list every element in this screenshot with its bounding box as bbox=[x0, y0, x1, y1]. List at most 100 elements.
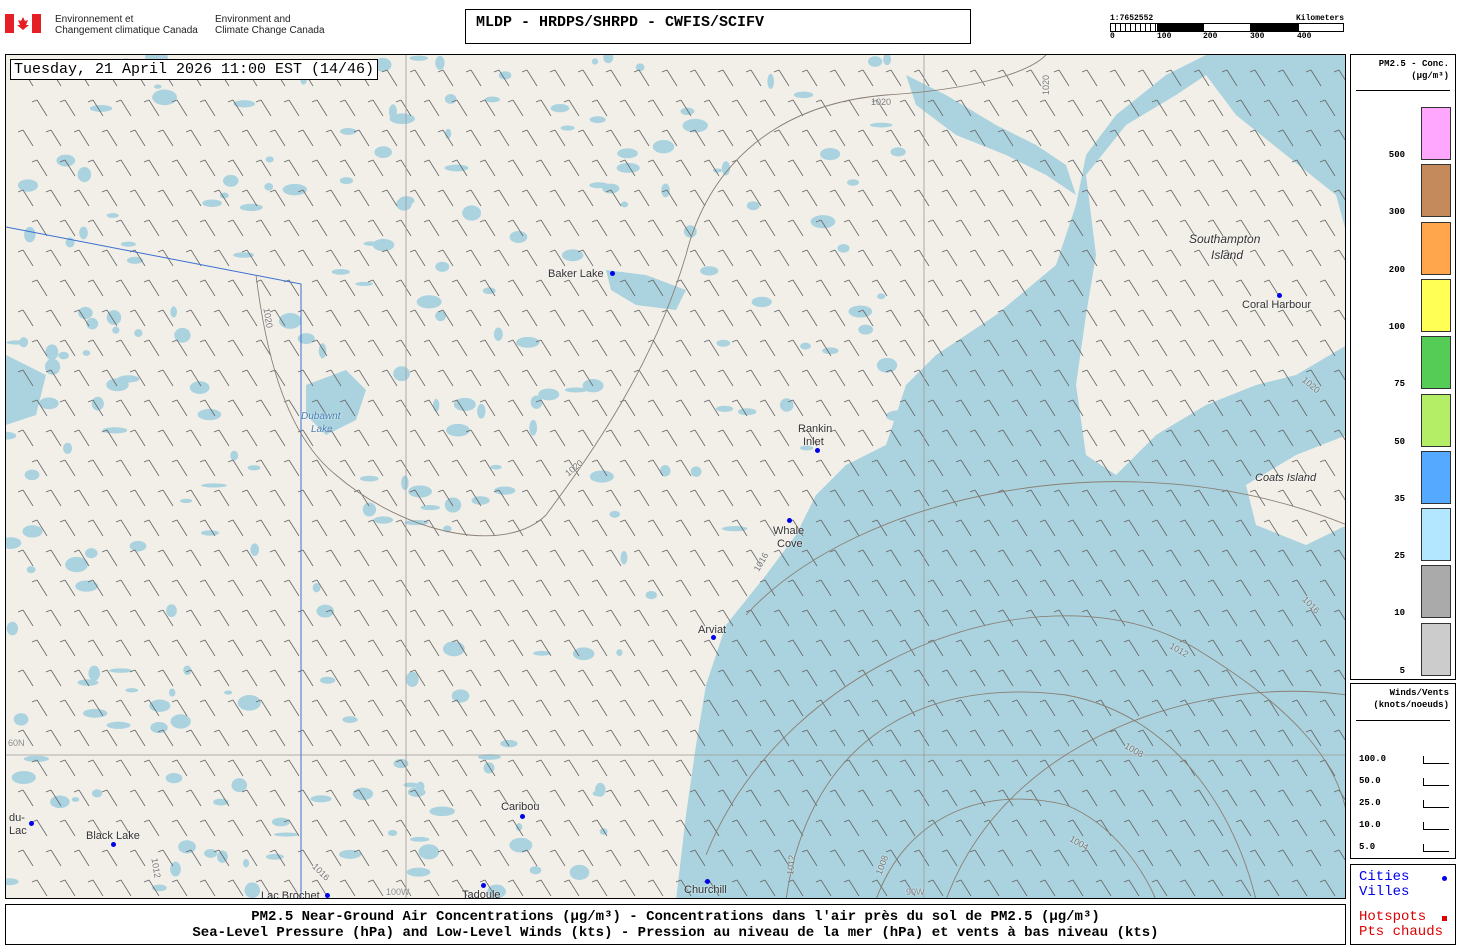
lake bbox=[529, 419, 538, 436]
map-view[interactable]: Tuesday, 21 April 2026 11:00 EST (14/46)… bbox=[5, 54, 1346, 899]
city-dot[interactable] bbox=[29, 821, 34, 826]
wind-barb bbox=[17, 369, 34, 387]
wind-barb bbox=[1193, 369, 1210, 387]
city-dot[interactable] bbox=[705, 879, 710, 884]
wind-barb-icon bbox=[1423, 800, 1449, 808]
wind-barb bbox=[45, 189, 62, 207]
wind-barb bbox=[731, 99, 748, 117]
wind-barb bbox=[465, 129, 482, 147]
wind-barb bbox=[675, 879, 692, 897]
wind-barb bbox=[969, 309, 986, 327]
lake bbox=[682, 118, 708, 133]
wind-barb bbox=[563, 279, 580, 297]
wind-barb bbox=[1011, 519, 1028, 537]
wind-barb bbox=[269, 489, 286, 507]
city-dot[interactable] bbox=[481, 883, 486, 888]
wind-barb bbox=[983, 279, 1000, 297]
wind-barb bbox=[213, 369, 230, 387]
wind-barb bbox=[213, 129, 230, 147]
wind-barb bbox=[955, 99, 972, 117]
wind-barb bbox=[1249, 849, 1266, 867]
wind-barb bbox=[297, 489, 314, 507]
wind-barb bbox=[339, 819, 356, 837]
lake bbox=[779, 398, 794, 412]
wind-barb bbox=[1011, 819, 1028, 837]
lake bbox=[652, 140, 675, 154]
lake bbox=[410, 836, 430, 842]
lake bbox=[869, 122, 893, 128]
wind-barb bbox=[1263, 879, 1280, 897]
wind-barb bbox=[801, 429, 818, 447]
wind-barb bbox=[1221, 429, 1238, 447]
wind-barb bbox=[969, 669, 986, 687]
city-dot[interactable] bbox=[711, 635, 716, 640]
lake bbox=[645, 590, 657, 600]
wind-barb bbox=[185, 549, 202, 567]
city-dot[interactable] bbox=[815, 448, 820, 453]
wind-barb bbox=[1109, 849, 1126, 867]
lake bbox=[129, 540, 147, 552]
wind-barb bbox=[45, 429, 62, 447]
wind-barb bbox=[1319, 339, 1336, 357]
wind-barb bbox=[241, 489, 258, 507]
wind-barb bbox=[717, 369, 734, 387]
wind-barb bbox=[1123, 819, 1140, 837]
lake bbox=[233, 100, 256, 108]
wind-barb bbox=[1053, 129, 1070, 147]
wind-barb bbox=[1207, 699, 1224, 717]
wind-barb bbox=[661, 849, 678, 867]
lake bbox=[22, 525, 43, 538]
wind-barb bbox=[437, 849, 454, 867]
wind-barb bbox=[59, 819, 76, 837]
wind-barb bbox=[1095, 579, 1112, 597]
wind-barb bbox=[829, 249, 846, 267]
wind-barb bbox=[367, 159, 384, 177]
wind-barb bbox=[1165, 369, 1182, 387]
wind-barb bbox=[1151, 399, 1168, 417]
wind-barb bbox=[689, 69, 706, 87]
wind-barb bbox=[1179, 579, 1196, 597]
wind-barb bbox=[535, 759, 552, 777]
wind-barb bbox=[983, 219, 1000, 237]
wind-barb bbox=[1025, 489, 1042, 507]
wind-barb bbox=[857, 369, 874, 387]
wind-barb bbox=[199, 399, 216, 417]
wind-barb bbox=[549, 729, 566, 747]
legend-level-label: 35 bbox=[1394, 493, 1405, 504]
wind-barb bbox=[325, 129, 342, 147]
wind-barb bbox=[619, 99, 636, 117]
wind-barb bbox=[731, 819, 748, 837]
wind-barb bbox=[703, 699, 720, 717]
wind-barb bbox=[899, 879, 916, 897]
wind-barb bbox=[437, 729, 454, 747]
wind-barb bbox=[1067, 519, 1084, 537]
wind-barb bbox=[549, 609, 566, 627]
wind-barb bbox=[395, 699, 412, 717]
wind-barb bbox=[1095, 459, 1112, 477]
wind-barb bbox=[787, 99, 804, 117]
city-dot[interactable] bbox=[325, 893, 330, 898]
wind-barb bbox=[801, 729, 818, 747]
wind-barb bbox=[325, 249, 342, 267]
city-dot[interactable] bbox=[520, 814, 525, 819]
wind-barb bbox=[535, 219, 552, 237]
wind-barb bbox=[353, 609, 370, 627]
wind-barb bbox=[1221, 69, 1238, 87]
wind-barb bbox=[549, 669, 566, 687]
wind-barb bbox=[87, 99, 104, 117]
wind-barb bbox=[1039, 279, 1056, 297]
lake bbox=[722, 526, 748, 532]
wind-barb bbox=[1277, 489, 1294, 507]
city-dot[interactable] bbox=[610, 271, 615, 276]
wind-barb bbox=[927, 759, 944, 777]
wind-barb bbox=[801, 309, 818, 327]
wind-barb bbox=[1235, 459, 1252, 477]
city-dot[interactable] bbox=[1277, 293, 1282, 298]
isobar-label: 1020 bbox=[1041, 74, 1052, 96]
wind-barb bbox=[843, 339, 860, 357]
legend-level-label: 75 bbox=[1394, 379, 1405, 390]
city-dot[interactable] bbox=[787, 518, 792, 523]
wind-barb bbox=[773, 309, 790, 327]
wind-barb bbox=[493, 489, 510, 507]
city-dot[interactable] bbox=[111, 842, 116, 847]
